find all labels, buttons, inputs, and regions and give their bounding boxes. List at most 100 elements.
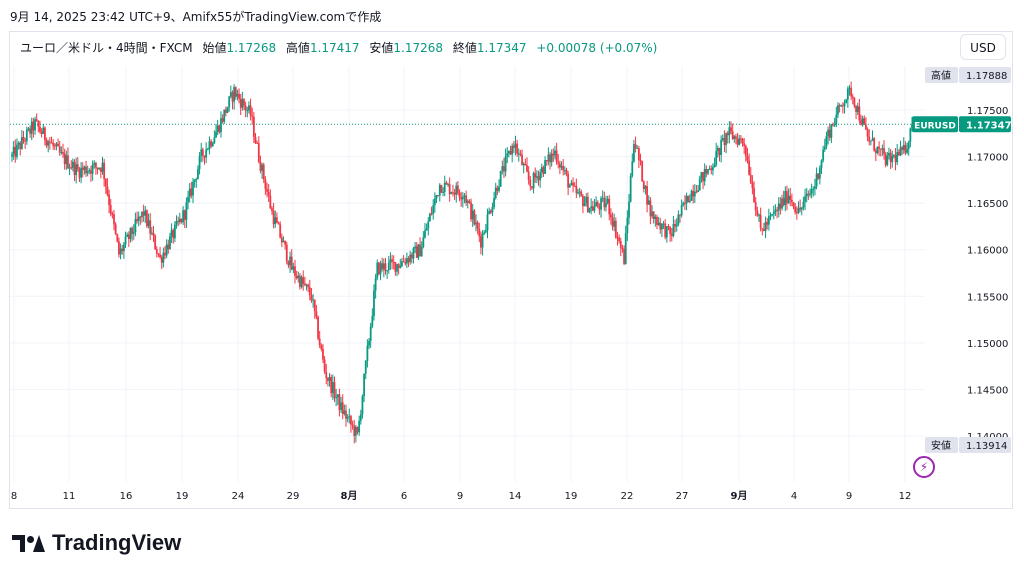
candle-body <box>116 233 119 242</box>
y-tick-label: 1.14500 <box>967 385 1008 396</box>
candle-body <box>595 202 597 207</box>
candle-body <box>90 170 92 174</box>
candle-body <box>453 192 456 195</box>
candle-body <box>356 426 359 433</box>
candle-body <box>573 185 576 187</box>
y-tick-label: 1.17000 <box>967 153 1008 164</box>
candle-body <box>376 262 379 279</box>
candle-body <box>623 249 625 264</box>
candle-body <box>848 87 851 89</box>
candle-body <box>884 154 887 165</box>
candle-body <box>312 299 314 301</box>
x-tick-label: 12 <box>899 491 912 502</box>
legend-symbol[interactable]: ユーロ／米ドル・4時間・FXCM <box>20 41 193 55</box>
x-tick-label: 9 <box>457 491 463 502</box>
candle-body <box>697 190 700 193</box>
candle-body <box>486 214 489 231</box>
legend-low-value: 1.17268 <box>393 41 444 55</box>
candle-body <box>25 130 28 142</box>
candle-body <box>330 377 333 394</box>
candle-body <box>575 186 578 194</box>
high-price-value: 1.17888 <box>966 71 1007 82</box>
candle-body <box>294 266 296 276</box>
candle-body <box>180 218 183 223</box>
candle-body <box>545 160 548 162</box>
candle-body <box>99 168 102 172</box>
candle-body <box>521 154 523 166</box>
candle-body <box>295 275 298 279</box>
candle-body <box>503 166 505 172</box>
candle-body <box>44 127 46 140</box>
candle-body <box>172 229 175 239</box>
candle-body <box>157 253 160 255</box>
candle-body <box>364 360 367 374</box>
candle-body <box>856 106 859 112</box>
candle-body <box>299 275 301 288</box>
candle-body <box>810 189 813 194</box>
candle-body <box>731 131 734 139</box>
candle-body <box>897 152 900 156</box>
candle-body <box>465 195 468 203</box>
candle-body <box>860 120 862 125</box>
candle-body <box>531 186 533 189</box>
lightning-icon[interactable]: ⚡ <box>913 456 935 478</box>
candle-body <box>11 154 13 157</box>
candle-body <box>336 394 339 398</box>
legend-open-label: 始値 <box>202 41 227 55</box>
candle-body <box>649 200 652 217</box>
candle-body <box>229 92 232 97</box>
candle-body <box>203 155 206 158</box>
candle-body <box>827 129 829 137</box>
candle-body <box>756 210 759 216</box>
candle-body <box>85 166 87 174</box>
candle-body <box>608 198 611 215</box>
y-tick-label: 1.15000 <box>967 339 1008 350</box>
candle-body <box>256 142 259 144</box>
candle-body <box>279 224 282 238</box>
candle-body <box>830 124 833 138</box>
candle-body <box>384 263 387 271</box>
candle-body <box>83 166 86 170</box>
candle-body <box>628 201 630 218</box>
candle-body <box>80 167 83 178</box>
candle-body <box>121 248 124 252</box>
candle-body <box>282 240 285 243</box>
candle-body <box>476 222 479 229</box>
candle-body <box>563 169 566 171</box>
candle-body <box>24 140 27 142</box>
candle-body <box>493 198 495 207</box>
y-tick-label: 1.16000 <box>967 246 1008 257</box>
candle-body <box>611 217 614 227</box>
candle-body <box>12 146 15 155</box>
candle-body <box>254 137 257 143</box>
candle-body <box>386 270 389 272</box>
candle-body <box>483 232 486 234</box>
candle-body <box>91 164 94 174</box>
candle-body <box>430 213 433 215</box>
candle-body <box>119 248 122 255</box>
candle-body <box>624 233 627 264</box>
candle-body <box>438 184 441 196</box>
candle-body <box>855 106 857 112</box>
candle-body <box>62 152 64 154</box>
candle-body <box>458 192 461 198</box>
candle-body <box>744 145 747 157</box>
candle-body <box>262 164 265 180</box>
currency-button[interactable]: USD <box>960 34 1006 60</box>
candle-body <box>544 160 546 174</box>
candle-body <box>396 264 398 272</box>
candle-body <box>177 220 180 223</box>
candle-body <box>549 154 551 163</box>
candle-body <box>417 244 420 258</box>
candle-body <box>378 262 380 275</box>
candle-body <box>313 299 316 312</box>
candle-body <box>781 198 783 209</box>
candle-body <box>63 153 66 164</box>
candle-body <box>876 146 879 154</box>
candle-body <box>846 88 849 100</box>
candle-body <box>248 105 250 111</box>
candle-body <box>183 210 186 220</box>
candle-body <box>567 173 570 188</box>
candle-body <box>98 168 101 170</box>
